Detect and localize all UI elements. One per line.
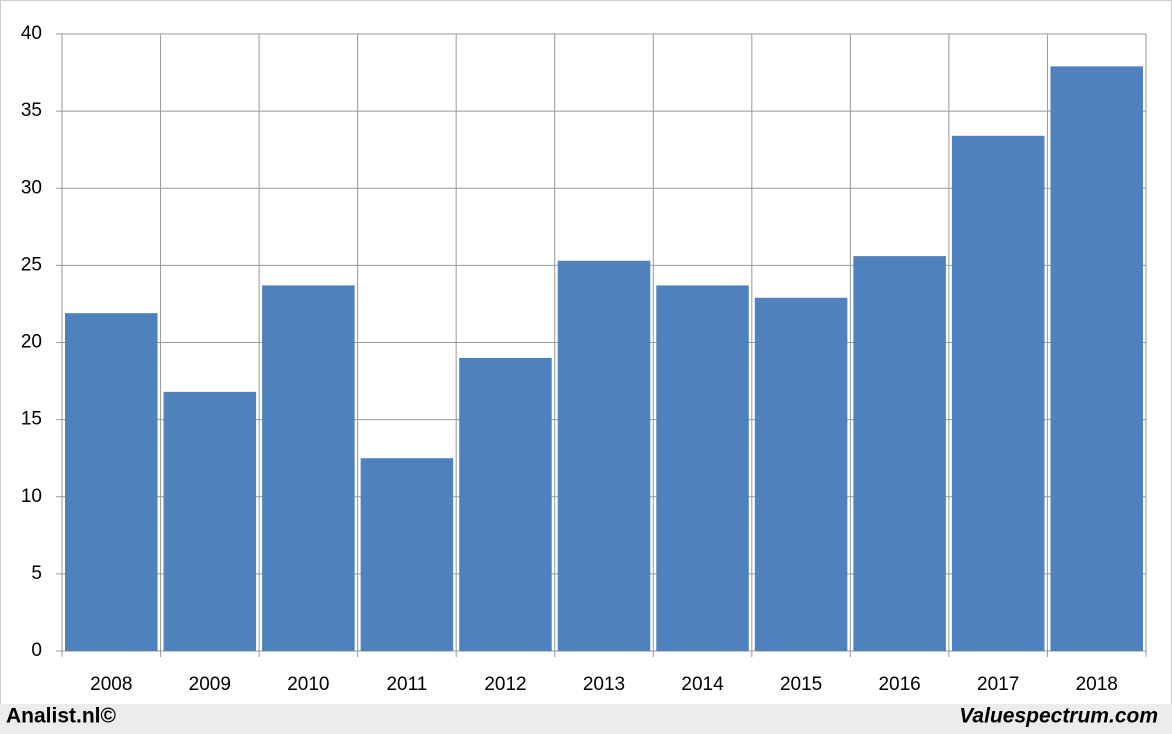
y-tick-label: 15 [21,409,42,430]
x-tick-label: 2012 [484,674,526,695]
bar [360,458,454,651]
x-tick-label: 2008 [90,674,132,695]
bar [951,135,1045,651]
footer-bar [0,704,1172,734]
credit-right: Valuespectrum.com [959,705,1158,728]
x-tick-label: 2013 [583,674,625,695]
y-tick-label: 5 [31,563,42,584]
y-tick-label: 35 [21,100,42,121]
credit-left: Analist.nl© [6,705,117,728]
y-tick-label: 20 [21,332,42,353]
y-tick-label: 25 [21,254,42,275]
bar [656,285,749,651]
bar [65,313,158,651]
x-tick-label: 2018 [1076,674,1118,695]
y-tick-label: 10 [21,486,42,507]
x-tick-label: 2010 [287,674,329,695]
y-tick-label: 40 [21,23,42,44]
x-tick-label: 2014 [681,674,724,695]
bar [853,256,946,651]
bar [163,391,257,651]
bar [459,357,552,651]
bar [557,260,651,651]
bar [262,285,355,651]
x-tick-label: 2017 [977,674,1019,695]
y-tick-label: 30 [21,177,42,198]
bar [1050,66,1143,651]
x-tick-label: 2009 [189,674,231,695]
y-tick-label: 0 [31,640,42,661]
x-tick-label: 2015 [780,674,822,695]
x-tick-label: 2016 [878,674,920,695]
x-tick-label: 2011 [386,674,427,695]
bar [754,297,848,651]
